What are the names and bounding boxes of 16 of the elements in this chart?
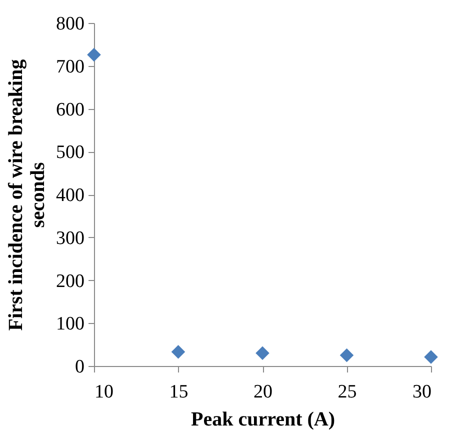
x-tick-label: 20: [254, 382, 272, 402]
y-tick-label: 300: [56, 228, 84, 249]
y-tick-label: 700: [56, 56, 84, 78]
x-tick-label: 15: [169, 382, 188, 402]
y-tick-label: 400: [56, 185, 84, 206]
x-tick-label: 30: [412, 382, 432, 402]
y-tick-label: 200: [56, 270, 84, 292]
y-tick-label: 600: [56, 99, 84, 120]
y-tick-label: 800: [56, 14, 84, 34]
x-axis-title: Peak current (A): [190, 408, 336, 430]
y-tick-label: 0: [75, 356, 84, 378]
y-tick-label: 500: [56, 142, 84, 164]
y-axis-title: First incidence of wire breaking seconds: [5, 59, 49, 331]
y-tick-label: 100: [56, 314, 84, 335]
x-tick-label: 25: [338, 382, 357, 402]
x-tick-label: 10: [94, 382, 114, 402]
